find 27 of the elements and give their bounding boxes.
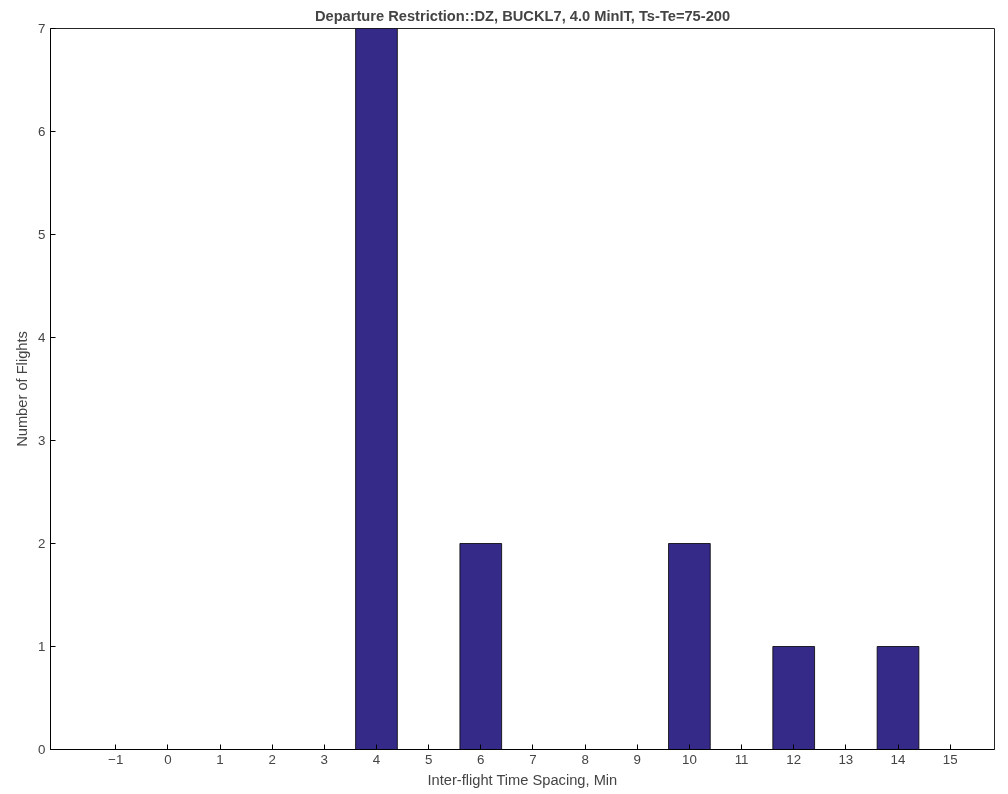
y-tick-label: 7 [38,21,46,36]
y-tick-label: 5 [38,227,46,242]
y-axis-title: Number of Flights [14,331,31,447]
x-tick-label: 6 [477,751,485,767]
x-tick-label: 9 [633,751,641,767]
chart-title: Departure Restriction::DZ, BUCKL7, 4.0 MinIT, Ts-Te=75-200 [314,7,731,24]
y-tick-label: 6 [38,124,46,139]
x-tick-label: 12 [786,751,802,767]
x-tick-label: 7 [529,751,537,767]
x-tick-label: 14 [890,751,907,767]
y-tick-label: 4 [38,330,47,345]
x-tick-label: 3 [320,751,329,767]
x-tick-label: 5 [424,751,433,767]
x-tick-label: 0 [164,751,172,767]
x-tick-label: 10 [681,751,697,767]
x-tick-label: 13 [838,751,854,767]
x-tick-label: 1 [216,751,224,767]
y-tick-label: 2 [38,536,46,551]
x-axis-title: Inter-flight Time Spacing, Min [427,771,618,788]
x-tick-label: −1 [108,751,124,767]
x-tick-label: 8 [581,751,589,767]
y-tick-label: 3 [38,433,46,448]
x-tick-label: 4 [372,751,381,767]
y-tick-label: 1 [38,639,46,654]
x-tick-label: 11 [734,751,749,767]
x-tick-label: 2 [268,751,276,767]
x-tick-label: 15 [942,751,958,767]
